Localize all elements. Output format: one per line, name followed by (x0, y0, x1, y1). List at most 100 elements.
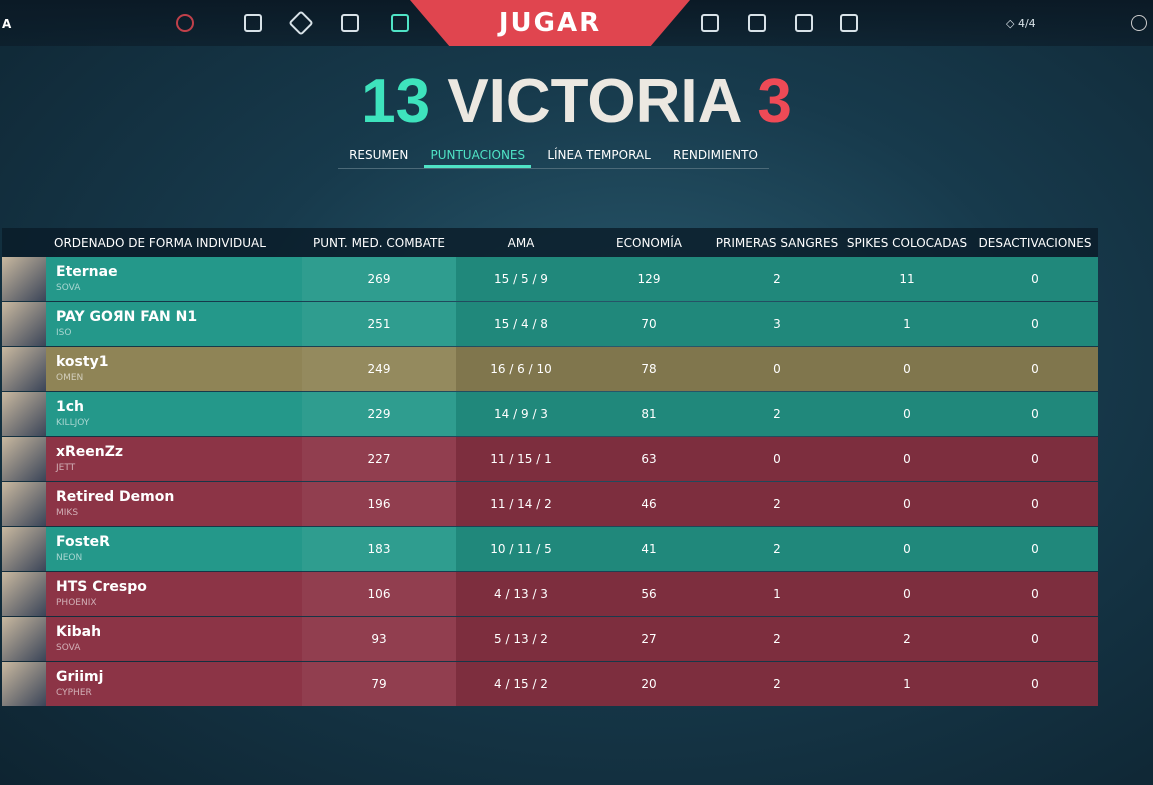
stats-shade (456, 302, 1098, 346)
stats-shade (456, 347, 1098, 391)
stat-cell: 5 / 13 / 2 (494, 632, 548, 646)
player-row[interactable]: Griimj CYPHER 79 4 / 15 / 2 20 2 1 0 (2, 662, 1098, 706)
agent-name: ISO (56, 328, 72, 338)
stat-cell: 63 (641, 452, 657, 466)
agent-avatar (2, 437, 46, 481)
stats-shade (456, 527, 1098, 571)
stat-cell: 251 (367, 317, 391, 331)
header-cell: ECONOMÍA (616, 235, 682, 250)
player-name: Griimj (56, 669, 104, 685)
stat-cell: 0 (903, 407, 911, 421)
tab[interactable]: RENDIMIENTO (672, 148, 758, 162)
agent-name: PHOENIX (56, 598, 97, 608)
stat-cell: 0 (903, 452, 911, 466)
stat-cell: 11 / 14 / 2 (490, 497, 552, 511)
stat-cell: 1 (773, 587, 781, 601)
combat-shade (302, 302, 456, 346)
nav-bar: A JUGAR ◇ 4/4 (0, 0, 1153, 46)
player-row[interactable]: HTS Crespo PHOENIX 106 4 / 13 / 3 56 1 0 0 (2, 572, 1098, 616)
player-name: 1ch (56, 399, 85, 415)
stat-cell: 0 (1031, 542, 1039, 556)
stats-shade (456, 392, 1098, 436)
stat-cell: 196 (367, 497, 391, 511)
stat-cell: 2 (773, 497, 781, 511)
counter: ◇ 4/4 (1006, 17, 1036, 30)
player-row[interactable]: 1ch KILLJOY 229 14 / 9 / 3 81 2 0 0 (2, 392, 1098, 436)
play-button[interactable]: JUGAR (410, 0, 690, 46)
tab[interactable]: RESUMEN (349, 148, 409, 162)
player-row[interactable]: PAY GOЯN FAN N1 ISO 251 15 / 4 / 8 70 3 1 0 (2, 302, 1098, 346)
agent-avatar (2, 662, 46, 706)
combat-shade (302, 617, 456, 661)
stat-cell: 0 (1031, 362, 1039, 376)
counter-value: 4/4 (1017, 17, 1036, 30)
stat-cell: 46 (641, 497, 657, 511)
agents-icon[interactable] (341, 14, 359, 32)
store-icon[interactable] (795, 14, 813, 32)
player-row[interactable]: Eternae SOVA 269 15 / 5 / 9 129 2 11 0 (2, 257, 1098, 301)
header-cell: PUNT. MED. COMBATE (313, 235, 445, 250)
stat-cell: 11 (899, 272, 915, 286)
stat-cell: 227 (367, 452, 391, 466)
stat-cell: 10 / 11 / 5 (490, 542, 552, 556)
player-name: FosteR (56, 534, 110, 550)
stat-cell: 56 (641, 587, 657, 601)
player-name: HTS Crespo (56, 579, 147, 595)
header-cell: ORDENADO DE FORMA INDIVIDUAL (54, 235, 266, 250)
stat-cell: 1 (903, 677, 911, 691)
stat-cell: 1 (903, 317, 911, 331)
player-row[interactable]: FosteR NEON 183 10 / 11 / 5 41 2 0 0 (2, 527, 1098, 571)
agent-avatar (2, 257, 46, 301)
agent-name: NEON (56, 553, 83, 563)
stat-cell: 0 (1031, 497, 1039, 511)
stat-cell: 15 / 5 / 9 (494, 272, 548, 286)
scoreboard: ORDENADO DE FORMA INDIVIDUAL PUNT. MED. C… (2, 228, 1098, 707)
combat-shade (302, 482, 456, 526)
player-name: Kibah (56, 624, 102, 640)
stat-cell: 0 (1031, 632, 1039, 646)
tab[interactable]: LÍNEA TEMPORAL (547, 148, 651, 162)
nav-label: A (2, 17, 12, 31)
stat-cell: 78 (641, 362, 657, 376)
home-icon[interactable] (244, 14, 262, 32)
tab[interactable]: PUNTUACIONES (424, 146, 532, 168)
stat-cell: 2 (903, 632, 911, 646)
player-row[interactable]: xReenZz JETT 227 11 / 15 / 1 63 0 0 0 (2, 437, 1098, 481)
stat-cell: 0 (1031, 452, 1039, 466)
rank-icon[interactable] (840, 14, 858, 32)
enemy-score: 3 (757, 67, 792, 136)
score: 13 VICTORIA 3 (0, 66, 1153, 137)
alert-icon[interactable] (176, 14, 194, 32)
stat-cell: 20 (641, 677, 657, 691)
menu-icon[interactable] (1131, 15, 1147, 31)
agent-name: CYPHER (56, 688, 92, 698)
player-row[interactable]: kosty1 OMEN 249 16 / 6 / 10 78 0 0 0 (2, 347, 1098, 391)
stat-cell: 3 (773, 317, 781, 331)
agent-avatar (2, 572, 46, 616)
stat-cell: 41 (641, 542, 657, 556)
stat-cell: 0 (903, 542, 911, 556)
stats-shade (456, 257, 1098, 301)
stat-cell: 229 (367, 407, 391, 421)
combat-shade (302, 392, 456, 436)
career-icon[interactable] (391, 14, 409, 32)
stat-cell: 79 (371, 677, 387, 691)
stat-cell: 93 (371, 632, 387, 646)
player-row[interactable]: Retired Demon MIKS 196 11 / 14 / 2 46 2 0 0 (2, 482, 1098, 526)
battlepass-icon[interactable] (701, 14, 719, 32)
agent-avatar (2, 482, 46, 526)
header-cell: PRIMERAS SANGRES (715, 235, 839, 250)
play-icon[interactable] (288, 10, 314, 36)
stats-shade (456, 482, 1098, 526)
stat-cell: 106 (367, 587, 391, 601)
stat-cell: 2 (773, 272, 781, 286)
team-score: 13 (361, 67, 431, 136)
stat-cell: 2 (773, 677, 781, 691)
agent-name: SOVA (56, 643, 81, 653)
collection-icon[interactable] (748, 14, 766, 32)
stat-cell: 183 (367, 542, 391, 556)
stat-cell: 0 (1031, 317, 1039, 331)
stat-cell: 81 (641, 407, 657, 421)
stat-cell: 15 / 4 / 8 (494, 317, 548, 331)
player-row[interactable]: Kibah SOVA 93 5 / 13 / 2 27 2 2 0 (2, 617, 1098, 661)
